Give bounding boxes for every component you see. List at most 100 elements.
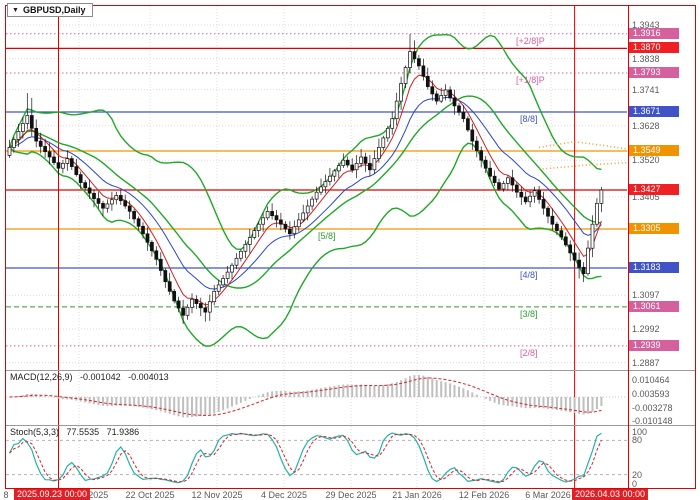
candle-body [105, 203, 110, 209]
candle-body [466, 118, 470, 131]
candle-body [283, 223, 288, 230]
candle-body [96, 198, 101, 204]
candle-body [425, 75, 430, 88]
candle-body [225, 271, 230, 279]
ma-slow [9, 96, 602, 290]
candle-body [341, 159, 346, 166]
candle-body [443, 89, 448, 96]
candle-body [439, 95, 444, 102]
candle-body [52, 156, 56, 163]
candle-body [474, 140, 479, 152]
candle-body [65, 158, 70, 164]
candle-body [141, 225, 145, 235]
candle-body [403, 67, 408, 84]
candle-body [305, 205, 310, 214]
candle-body [581, 266, 586, 275]
candle-body [145, 233, 150, 243]
candle-body [430, 86, 435, 95]
candle-body [350, 164, 355, 171]
candle-body [550, 215, 555, 225]
candle-body [577, 259, 581, 268]
candle-body [514, 184, 519, 193]
candle-body [34, 127, 39, 142]
candle-body [323, 181, 328, 188]
candle-body [448, 89, 452, 99]
candle-body [136, 218, 141, 227]
candle-body [25, 115, 30, 124]
candle-body [599, 189, 604, 204]
candle-body [256, 223, 261, 231]
candle-body [47, 151, 52, 158]
candle-body [537, 190, 541, 200]
bollinger-lower [9, 142, 602, 347]
chevron-down-icon: ▼ [12, 6, 19, 14]
candle-body [368, 163, 372, 171]
candle-body [390, 118, 395, 129]
candle-body [408, 51, 412, 68]
symbol-label: GBPUSD,Daily [22, 5, 86, 15]
candle-body [479, 150, 484, 161]
chart-frame [5, 5, 696, 489]
candle-body [394, 100, 399, 120]
symbol-selector[interactable]: ▼ GBPUSD,Daily [7, 3, 94, 17]
candle-body [158, 258, 163, 271]
candle-body [345, 159, 350, 166]
candle-body [595, 203, 599, 225]
candle-body [101, 203, 105, 209]
candle-body [301, 212, 306, 221]
stoch-signal-line [9, 433, 602, 483]
candle-body [586, 247, 590, 275]
candle-body [163, 270, 168, 283]
candle-body [555, 223, 559, 231]
candle-body [87, 187, 92, 194]
candle-body [568, 244, 573, 254]
candle-body [154, 250, 159, 260]
candle-body [452, 97, 457, 107]
candle-body [221, 278, 225, 286]
candle-body [363, 156, 368, 164]
stoch-layer [6, 432, 627, 484]
candle-body [194, 298, 199, 304]
candle-body [483, 159, 488, 169]
candle-body [78, 174, 83, 183]
candle-body [461, 111, 466, 120]
candle-body [239, 250, 243, 259]
candle-body [310, 198, 314, 207]
candle-body [497, 182, 501, 190]
macd-signal-line [9, 377, 602, 416]
candle-body [590, 223, 595, 249]
candle-body [510, 177, 515, 186]
candle-body [470, 129, 475, 142]
candle-body [83, 182, 88, 189]
candle-body [288, 228, 292, 235]
candle-body [176, 300, 181, 309]
bollinger-upper [8, 33, 602, 251]
candle-body [381, 137, 386, 148]
candle-body [203, 307, 208, 313]
candle-body [16, 131, 21, 140]
candle-body [385, 127, 390, 139]
candle-body [421, 65, 426, 77]
candle-body [434, 93, 439, 102]
candle-body [29, 115, 34, 129]
candle-body [127, 205, 132, 212]
candle-body [532, 190, 537, 197]
candle-body [207, 301, 212, 313]
candle-body [541, 199, 546, 209]
candle-body [247, 237, 252, 245]
candle-body [279, 219, 283, 225]
candle-body [185, 306, 190, 316]
candle-body [38, 140, 43, 147]
candle-body [167, 281, 172, 292]
candle-body [523, 196, 528, 203]
candle-body [528, 195, 532, 203]
candle-body [92, 192, 96, 199]
candle-body [150, 241, 154, 252]
candle-body [243, 244, 248, 252]
candle-body [230, 264, 234, 273]
candle-body [501, 183, 506, 190]
candle-body [261, 217, 265, 225]
stoch-main-value: 77.5535 [66, 427, 100, 437]
